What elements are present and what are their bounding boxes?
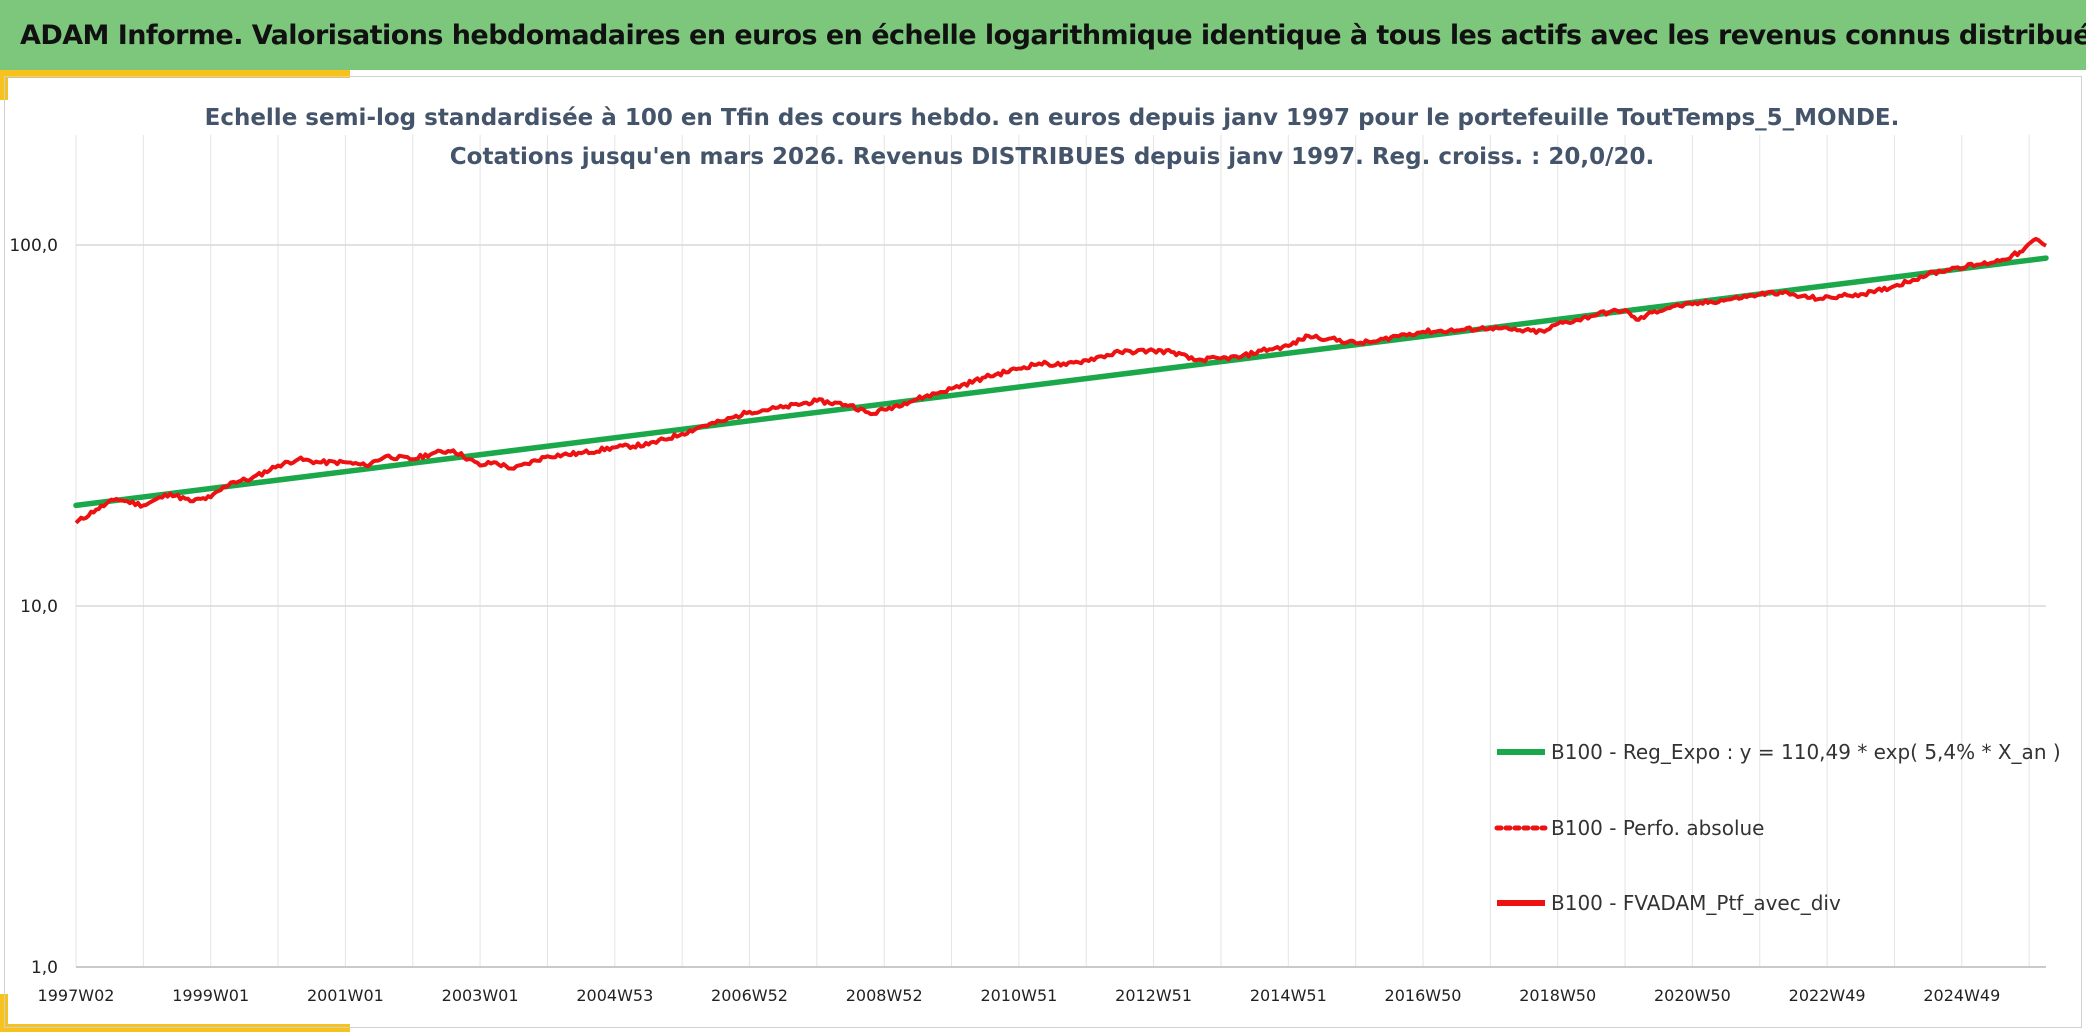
x-tick-label: 2020W50 — [1654, 986, 1731, 1005]
x-tick-label: 2016W50 — [1385, 986, 1462, 1005]
accent-bar-bottom — [0, 1024, 350, 1032]
x-tick-label: 2024W49 — [1923, 986, 2000, 1005]
legend-label-perfo-absolue: B100 - Perfo. absolue — [1551, 816, 1765, 840]
y-tick-label: 1,0 — [31, 958, 58, 978]
y-tick-label: 100,0 — [9, 236, 58, 256]
chart-frame — [4, 76, 2082, 1028]
axes: 100,0 10,0 1,0 1997W02 1999W01 2001W01 2003W01… — [9, 236, 2046, 1005]
x-tick-label: 2018W50 — [1519, 986, 1596, 1005]
x-tick-label: 2003W01 — [442, 986, 519, 1005]
portfolio-line — [74, 236, 2047, 525]
x-tick-label: 2001W01 — [307, 986, 384, 1005]
grid-lines — [75, 135, 2046, 968]
x-tick-label: 1999W01 — [172, 986, 249, 1005]
x-tick-label: 2006W52 — [711, 986, 788, 1005]
chart-title-line-2: Cotations jusqu'en mars 2026. Revenus DI… — [450, 144, 1654, 170]
chart-title-line-1: Echelle semi-log standardisée à 100 en T… — [205, 105, 1900, 131]
regression-line — [73, 255, 2049, 509]
series-layer — [73, 236, 2049, 525]
y-tick-label: 10,0 — [20, 597, 58, 617]
x-tick-label: 2012W51 — [1115, 986, 1192, 1005]
header-banner: ADAM Informe. Valorisations hebdomadaire… — [0, 0, 2086, 70]
x-tick-label: 2004W53 — [576, 986, 653, 1005]
x-tick-label: 2008W52 — [846, 986, 923, 1005]
page-title: ADAM Informe. Valorisations hebdomadaire… — [20, 19, 2086, 51]
accent-bar-top — [0, 70, 350, 78]
x-tick-label: 2014W51 — [1250, 986, 1327, 1005]
x-tick-label: 2010W51 — [980, 986, 1057, 1005]
legend-label-regression: B100 - Reg_Expo : y = 110,49 * exp( 5,4%… — [1551, 740, 2061, 764]
x-tick-label: 1997W02 — [38, 986, 115, 1005]
legend: B100 - Reg_Expo : y = 110,49 * exp( 5,4%… — [1494, 740, 2061, 915]
legend-label-portfolio: B100 - FVADAM_Ptf_avec_div — [1551, 891, 1841, 915]
x-tick-label: 2022W49 — [1789, 986, 1866, 1005]
